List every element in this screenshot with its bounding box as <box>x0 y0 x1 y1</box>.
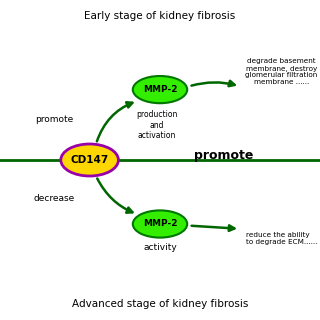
Text: MMP-2: MMP-2 <box>143 85 177 94</box>
Text: Early stage of kidney fibrosis: Early stage of kidney fibrosis <box>84 11 236 21</box>
Text: CD147: CD147 <box>70 155 109 165</box>
Text: promote: promote <box>194 149 254 162</box>
Ellipse shape <box>133 76 187 103</box>
Ellipse shape <box>133 211 187 237</box>
Text: decrease: decrease <box>34 194 75 203</box>
Text: Advanced stage of kidney fibrosis: Advanced stage of kidney fibrosis <box>72 299 248 309</box>
Text: MMP-2: MMP-2 <box>143 220 177 228</box>
Text: production
and
activation: production and activation <box>136 110 178 140</box>
Text: promote: promote <box>35 116 74 124</box>
Text: degrade basement
membrane, destroy
glomerular filtration
membrane ......: degrade basement membrane, destroy glome… <box>245 59 318 85</box>
Text: reduce the ability
to degrade ECM......: reduce the ability to degrade ECM...... <box>246 232 317 245</box>
Text: activity: activity <box>143 243 177 252</box>
Ellipse shape <box>61 144 118 176</box>
